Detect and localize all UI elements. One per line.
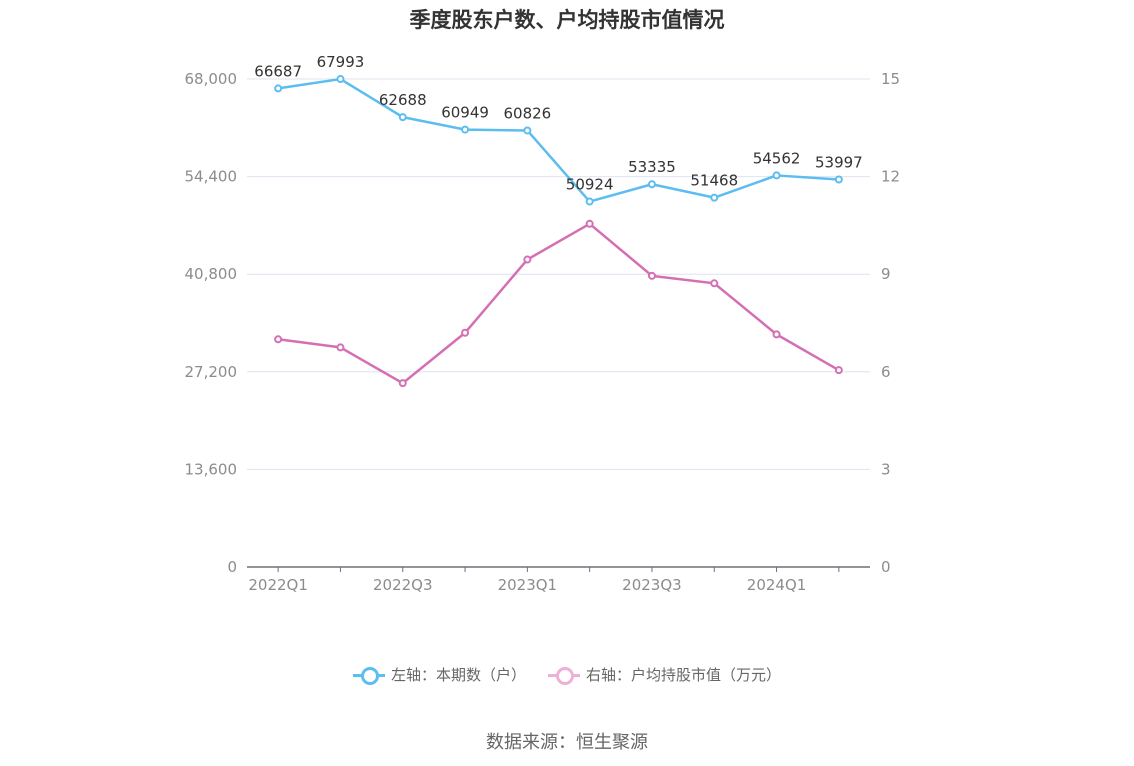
point-households xyxy=(398,113,407,122)
data-label-households: 53335 xyxy=(628,158,676,176)
chart-title: 季度股东户数、户均持股市值情况 xyxy=(409,8,725,32)
data-label-households: 51468 xyxy=(690,172,738,190)
point-avg-value xyxy=(398,379,407,388)
y-right-tick-label: 12 xyxy=(881,168,900,186)
data-label-households: 60949 xyxy=(441,104,489,122)
series-line-households xyxy=(277,77,839,203)
data-label-households: 53997 xyxy=(815,153,863,171)
legend-label-avg-value: 右轴：户均持股市值（万元） xyxy=(586,666,782,684)
y-right-tick-label: 9 xyxy=(881,265,891,283)
point-households xyxy=(461,125,470,134)
point-avg-value xyxy=(772,330,781,339)
point-avg-value xyxy=(647,271,656,280)
series-line-avg-value xyxy=(277,222,840,385)
data-label-households: 62688 xyxy=(379,91,427,109)
y-left-tick-label: 0 xyxy=(227,558,237,576)
y-right-tick-label: 0 xyxy=(881,558,891,576)
point-avg-value xyxy=(274,335,283,344)
legend-label-households: 左轴：本期数（户） xyxy=(390,666,526,684)
point-avg-value xyxy=(461,328,470,337)
legend-marker-avg-value-icon xyxy=(548,666,580,685)
y-right-tick-label: 15 xyxy=(881,70,900,88)
y-left-tick-label: 54,400 xyxy=(185,168,238,186)
data-label-households: 60826 xyxy=(503,104,551,122)
point-avg-value xyxy=(585,219,594,228)
point-avg-value xyxy=(834,366,843,375)
point-households xyxy=(336,75,345,84)
y-left-tick-label: 40,800 xyxy=(185,265,238,283)
point-households xyxy=(647,180,656,189)
point-avg-value xyxy=(710,279,719,288)
data-label-households: 54562 xyxy=(753,149,801,167)
y-right-tick-label: 6 xyxy=(881,363,891,381)
y-right-tick-label: 3 xyxy=(881,460,891,478)
x-tick-label: 2022Q3 xyxy=(373,576,433,594)
y-left-tick-label: 13,600 xyxy=(185,460,238,478)
point-households xyxy=(274,84,283,93)
legend-marker-households-icon xyxy=(352,666,385,685)
point-avg-value xyxy=(336,343,345,352)
point-households xyxy=(585,197,594,206)
source-note: 数据来源：恒生聚源 xyxy=(486,732,648,753)
x-tick-label: 2023Q3 xyxy=(622,576,682,594)
x-tick-label: 2024Q1 xyxy=(747,576,807,594)
point-households xyxy=(523,126,532,135)
x-tick-label: 2022Q1 xyxy=(248,576,308,594)
point-households xyxy=(772,171,781,180)
legend: 左轴：本期数（户） 右轴：户均持股市值（万元） xyxy=(0,664,1134,685)
data-label-households: 50924 xyxy=(566,176,614,194)
legend-item-avg-value[interactable]: 右轴：户均持股市值（万元） xyxy=(548,664,781,685)
y-left-tick-label: 27,200 xyxy=(185,363,238,381)
data-label-households: 66687 xyxy=(254,62,302,80)
legend-item-households[interactable]: 左轴：本期数（户） xyxy=(352,664,526,685)
data-label-households: 67993 xyxy=(317,53,365,71)
point-households xyxy=(710,193,719,202)
point-avg-value xyxy=(523,255,532,264)
x-tick-label: 2023Q1 xyxy=(498,576,558,594)
point-households xyxy=(834,175,843,184)
y-left-tick-label: 68,000 xyxy=(185,70,238,88)
